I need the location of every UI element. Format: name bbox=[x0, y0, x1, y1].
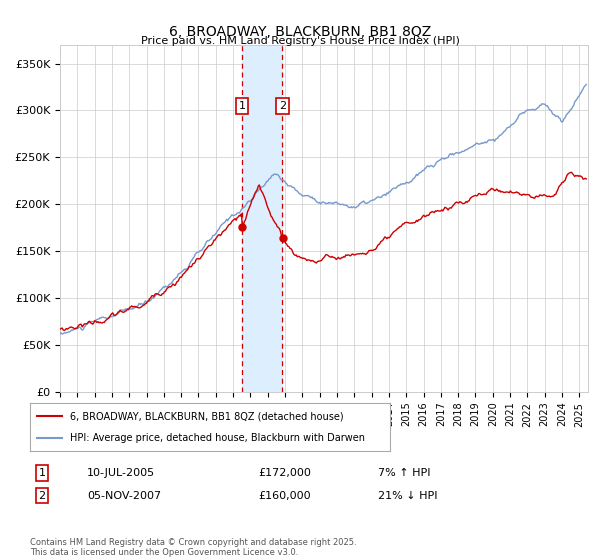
Bar bbox=[242, 45, 283, 392]
Text: 2: 2 bbox=[38, 491, 46, 501]
Text: 10-JUL-2005: 10-JUL-2005 bbox=[87, 468, 155, 478]
Text: Price paid vs. HM Land Registry's House Price Index (HPI): Price paid vs. HM Land Registry's House … bbox=[140, 36, 460, 46]
Text: 2: 2 bbox=[279, 101, 286, 111]
Text: Contains HM Land Registry data © Crown copyright and database right 2025.
This d: Contains HM Land Registry data © Crown c… bbox=[30, 538, 356, 557]
Text: 6, BROADWAY, BLACKBURN, BB1 8QZ: 6, BROADWAY, BLACKBURN, BB1 8QZ bbox=[169, 25, 431, 39]
Text: 1: 1 bbox=[239, 101, 245, 111]
Text: HPI: Average price, detached house, Blackburn with Darwen: HPI: Average price, detached house, Blac… bbox=[70, 433, 365, 443]
Text: £172,000: £172,000 bbox=[258, 468, 311, 478]
Text: 05-NOV-2007: 05-NOV-2007 bbox=[87, 491, 161, 501]
Text: £160,000: £160,000 bbox=[258, 491, 311, 501]
Text: 6, BROADWAY, BLACKBURN, BB1 8QZ (detached house): 6, BROADWAY, BLACKBURN, BB1 8QZ (detache… bbox=[70, 411, 343, 421]
Text: 21% ↓ HPI: 21% ↓ HPI bbox=[378, 491, 437, 501]
Text: 1: 1 bbox=[38, 468, 46, 478]
Text: 7% ↑ HPI: 7% ↑ HPI bbox=[378, 468, 431, 478]
